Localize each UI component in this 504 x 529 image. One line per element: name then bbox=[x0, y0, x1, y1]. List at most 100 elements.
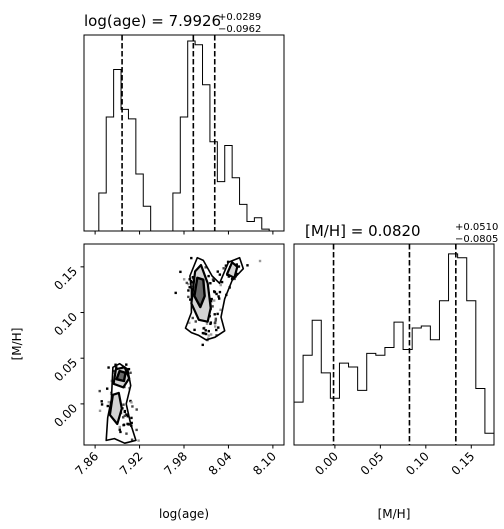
mh-title-upper: +0.0510 bbox=[455, 222, 498, 233]
sample-point bbox=[213, 321, 217, 324]
mh-xlabel: [M/H] bbox=[378, 507, 411, 521]
sample-point bbox=[118, 425, 121, 429]
sample-point bbox=[191, 316, 194, 320]
mh-hist-step bbox=[293, 253, 495, 445]
sample-point bbox=[105, 387, 109, 390]
sample-point bbox=[211, 305, 214, 308]
sample-point bbox=[137, 439, 140, 442]
sample-point bbox=[131, 405, 134, 408]
logage-title-lower: −0.0962 bbox=[218, 24, 261, 35]
sample-point bbox=[237, 265, 241, 268]
sample-point bbox=[107, 400, 110, 404]
sample-point bbox=[194, 320, 197, 323]
sample-point bbox=[129, 399, 132, 403]
sample-point bbox=[127, 387, 131, 390]
sample-point bbox=[205, 322, 209, 325]
mh-title-lower: −0.0805 bbox=[455, 234, 498, 245]
logage-histogram-panel: log(age) = 7.9926 +0.0289 −0.0962 bbox=[83, 12, 285, 235]
sample-point bbox=[201, 331, 205, 335]
sample-point bbox=[187, 295, 190, 299]
sample-point bbox=[123, 414, 126, 418]
sample-point bbox=[185, 281, 189, 285]
sample-point bbox=[127, 367, 131, 371]
sample-point bbox=[122, 423, 125, 427]
sample-point bbox=[201, 343, 204, 347]
sample-point bbox=[246, 264, 249, 267]
sample-point bbox=[215, 328, 218, 332]
sample-point bbox=[217, 297, 221, 300]
sample-point bbox=[121, 416, 125, 419]
sample-point bbox=[215, 292, 218, 296]
sample-point bbox=[182, 278, 186, 281]
sample-point bbox=[125, 413, 128, 416]
sample-point bbox=[191, 275, 195, 279]
sample-point bbox=[122, 403, 125, 406]
sample-point bbox=[209, 282, 212, 285]
sample-point bbox=[98, 389, 101, 393]
mh-quantile-lines bbox=[332, 244, 457, 445]
mh-title-label: [M/H] = 0.0820 bbox=[305, 222, 421, 240]
sample-point bbox=[130, 438, 134, 441]
sample-point bbox=[106, 404, 109, 408]
sample-point bbox=[209, 322, 212, 326]
logage-title-upper: +0.0289 bbox=[218, 12, 261, 23]
sample-point bbox=[209, 321, 213, 324]
sample-point bbox=[179, 270, 182, 274]
sample-point bbox=[222, 267, 225, 270]
sample-point bbox=[207, 334, 210, 337]
logage-hist-frame bbox=[83, 34, 285, 232]
sample-point bbox=[174, 291, 177, 295]
sample-point bbox=[216, 270, 219, 273]
sample-point bbox=[224, 264, 228, 267]
sample-point bbox=[123, 409, 127, 413]
sample-point bbox=[227, 275, 231, 278]
sample-point bbox=[212, 299, 216, 302]
contour-inner-6 bbox=[115, 369, 127, 383]
sample-point bbox=[98, 409, 102, 412]
sample-point bbox=[235, 263, 238, 266]
logage-xticks bbox=[94, 231, 274, 235]
sample-point bbox=[213, 325, 217, 328]
sample-point bbox=[129, 371, 132, 374]
sample-point bbox=[118, 428, 121, 431]
sample-point bbox=[217, 326, 220, 329]
sample-point bbox=[214, 317, 218, 321]
sample-point bbox=[190, 256, 193, 260]
joint-ylabel: [M/H] bbox=[10, 328, 24, 361]
sample-point bbox=[217, 295, 220, 298]
sample-point bbox=[212, 279, 215, 283]
sample-point bbox=[100, 400, 103, 403]
sample-point bbox=[191, 277, 195, 280]
sample-point bbox=[212, 290, 216, 293]
logage-hist-step bbox=[98, 40, 277, 232]
joint-contours bbox=[105, 256, 245, 445]
sample-point bbox=[218, 290, 222, 294]
joint-xlabel: log(age) bbox=[159, 507, 209, 521]
sample-point bbox=[189, 298, 192, 301]
mh-hist-frame bbox=[293, 243, 495, 446]
sample-point bbox=[130, 401, 133, 404]
sample-point bbox=[187, 282, 190, 286]
sample-point bbox=[220, 280, 224, 284]
mh-histogram bbox=[293, 253, 495, 445]
sample-point bbox=[204, 329, 207, 332]
sample-point bbox=[188, 321, 191, 325]
sample-point bbox=[126, 422, 129, 426]
sample-point bbox=[235, 272, 238, 276]
sample-point bbox=[188, 286, 191, 289]
sample-point bbox=[190, 283, 194, 287]
sample-point bbox=[100, 403, 104, 406]
sample-point bbox=[119, 430, 122, 434]
sample-point bbox=[135, 408, 138, 411]
contour-outer-1 bbox=[184, 256, 245, 341]
sample-point bbox=[216, 312, 219, 316]
sample-point bbox=[203, 332, 206, 335]
sample-point bbox=[213, 313, 216, 316]
logage-histogram bbox=[98, 40, 277, 232]
sample-point bbox=[207, 329, 210, 333]
sample-point bbox=[130, 416, 133, 420]
sample-point bbox=[230, 277, 234, 281]
sample-point bbox=[209, 333, 213, 336]
sample-point bbox=[207, 274, 210, 278]
